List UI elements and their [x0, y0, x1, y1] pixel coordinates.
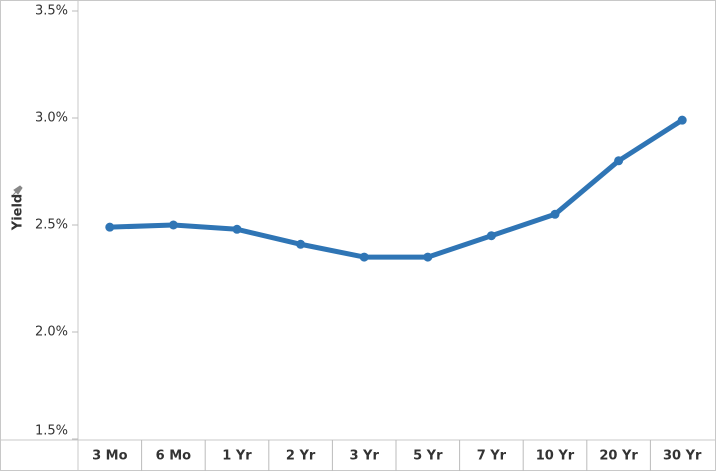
y-tick-label: 2.5% — [35, 218, 68, 233]
point — [486, 231, 496, 241]
x-tick-label: 3 Yr — [349, 449, 379, 464]
point — [423, 252, 433, 262]
point — [550, 209, 560, 219]
pin-icon — [12, 185, 23, 196]
point — [296, 239, 306, 249]
y-tick-label: 1.5% — [35, 424, 68, 439]
point — [359, 252, 369, 262]
point — [232, 224, 242, 234]
point — [677, 115, 687, 125]
line — [107, 117, 685, 260]
y-axis-title: Yield — [11, 194, 26, 231]
point — [614, 156, 624, 166]
y-tick-label: 2.0% — [35, 325, 68, 340]
x-tick-label: 5 Yr — [413, 449, 443, 464]
x-tick-label: 30 Yr — [663, 449, 702, 464]
x-tick-label: 20 Yr — [599, 449, 638, 464]
x-tick-label: 10 Yr — [536, 449, 575, 464]
x-tick-label: 6 Mo — [156, 449, 192, 464]
point — [168, 220, 178, 230]
point — [105, 222, 115, 232]
x-tick-label: 2 Yr — [286, 449, 316, 464]
x-tick-label: 7 Yr — [477, 449, 507, 464]
x-tick-label: 1 Yr — [222, 449, 252, 464]
y-tick-label: 3.5% — [35, 4, 68, 19]
x-tick-label: 3 Mo — [92, 449, 128, 464]
y-tick-label: 3.0% — [35, 111, 68, 126]
